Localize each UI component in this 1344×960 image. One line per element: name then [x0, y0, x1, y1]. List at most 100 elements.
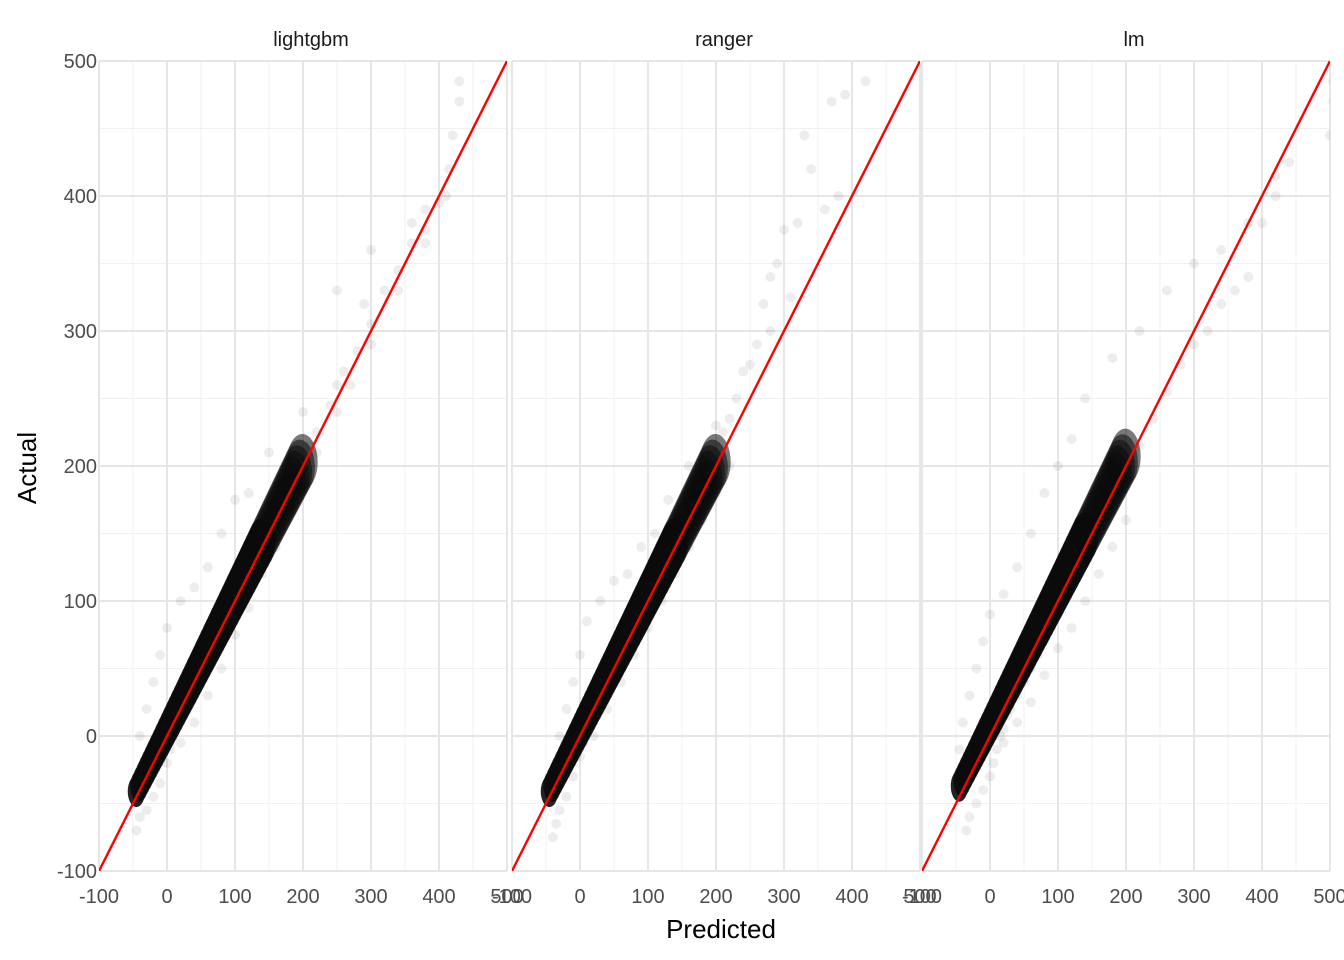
- data-point: [1107, 542, 1118, 552]
- data-point: [765, 326, 776, 336]
- data-point: [595, 596, 606, 606]
- dense-point-band: [540, 434, 731, 808]
- data-point: [957, 717, 968, 728]
- x-tick-label: 0: [574, 886, 585, 908]
- data-point: [332, 285, 342, 296]
- data-point: [785, 292, 796, 303]
- data-point: [1107, 353, 1118, 363]
- data-point: [779, 224, 789, 235]
- data-point: [131, 825, 142, 836]
- x-tick-label: 100: [631, 886, 664, 908]
- data-point: [1216, 245, 1227, 255]
- x-tick-label: 100: [1041, 886, 1074, 908]
- data-point: [575, 650, 585, 660]
- data-point: [440, 191, 451, 201]
- x-tick-label: 500: [490, 886, 523, 908]
- data-point: [554, 805, 565, 816]
- y-tick-label: 400: [64, 186, 97, 208]
- points-lightgbm: [127, 76, 465, 836]
- data-point: [366, 339, 376, 350]
- x-tick-label: -100: [492, 886, 532, 908]
- data-point: [1328, 97, 1330, 106]
- data-point: [551, 818, 562, 829]
- data-point: [454, 76, 465, 87]
- panel-lightgbm: lightgbm: [98, 29, 508, 872]
- points-lm: [950, 77, 1330, 836]
- data-point: [649, 528, 660, 539]
- data-point: [1093, 569, 1104, 579]
- data-point: [954, 744, 965, 755]
- y-tick-label: 200: [64, 456, 97, 478]
- data-point: [731, 393, 742, 404]
- data-point: [1270, 191, 1281, 201]
- data-point: [1012, 562, 1023, 573]
- data-point: [609, 575, 619, 586]
- data-point: [998, 589, 1009, 600]
- data-point: [332, 407, 342, 417]
- data-point: [751, 339, 762, 350]
- x-tick-label: 300: [767, 886, 800, 908]
- data-point: [420, 204, 431, 215]
- data-point: [663, 494, 674, 505]
- data-point: [636, 542, 647, 552]
- data-point: [175, 737, 186, 748]
- data-point: [1202, 326, 1213, 336]
- data-point: [964, 812, 975, 822]
- data-point: [243, 488, 254, 498]
- data-point: [1053, 643, 1063, 654]
- data-point: [991, 744, 1002, 755]
- x-axis-title: Predicted: [666, 914, 776, 944]
- x-axis-ticks: -100 0 100 200 300 400 500-100 0 100 200 300 400 500…: [79, 886, 1344, 908]
- data-point: [971, 798, 982, 809]
- data-point: [420, 238, 431, 249]
- data-point: [1039, 670, 1050, 681]
- data-point: [216, 663, 227, 674]
- data-point: [1066, 434, 1077, 444]
- data-point: [581, 616, 592, 627]
- x-tick-label: 400: [422, 886, 455, 908]
- data-point: [1325, 130, 1330, 141]
- data-point: [964, 690, 975, 701]
- data-point: [561, 704, 572, 714]
- data-point: [155, 778, 166, 789]
- data-point: [148, 791, 159, 802]
- data-point: [134, 731, 145, 741]
- data-point: [568, 771, 579, 782]
- data-point: [806, 164, 817, 174]
- data-point: [961, 825, 972, 836]
- y-tick-label: 100: [64, 591, 97, 613]
- data-point: [971, 663, 982, 674]
- data-point: [833, 191, 844, 201]
- data-point: [840, 89, 851, 100]
- data-point: [1328, 77, 1330, 85]
- data-point: [1189, 339, 1199, 350]
- data-point: [724, 413, 735, 424]
- data-point: [1121, 515, 1131, 525]
- panel-title: ranger: [695, 29, 753, 51]
- data-point: [826, 96, 837, 107]
- dense-point-band: [127, 434, 318, 808]
- data-point: [792, 218, 803, 228]
- data-point: [978, 785, 989, 795]
- x-tick-label: 0: [161, 886, 172, 908]
- x-tick-label: -100: [902, 886, 942, 908]
- data-point: [554, 731, 565, 741]
- data-point: [406, 218, 417, 228]
- y-axis-title: Actual: [12, 432, 42, 504]
- x-tick-label: 0: [984, 886, 995, 908]
- x-tick-label: 500: [903, 886, 936, 908]
- data-point: [162, 623, 172, 633]
- data-point: [345, 380, 356, 390]
- data-point: [264, 447, 274, 458]
- data-point: [189, 582, 200, 593]
- x-tick-label: 200: [1109, 886, 1142, 908]
- data-point: [155, 650, 166, 660]
- data-point: [1080, 393, 1091, 404]
- data-point: [1012, 717, 1023, 728]
- data-point: [1216, 299, 1227, 309]
- y-tick-label: 0: [86, 726, 97, 748]
- data-point: [978, 636, 989, 647]
- data-point: [1025, 697, 1036, 708]
- data-point: [286, 434, 318, 490]
